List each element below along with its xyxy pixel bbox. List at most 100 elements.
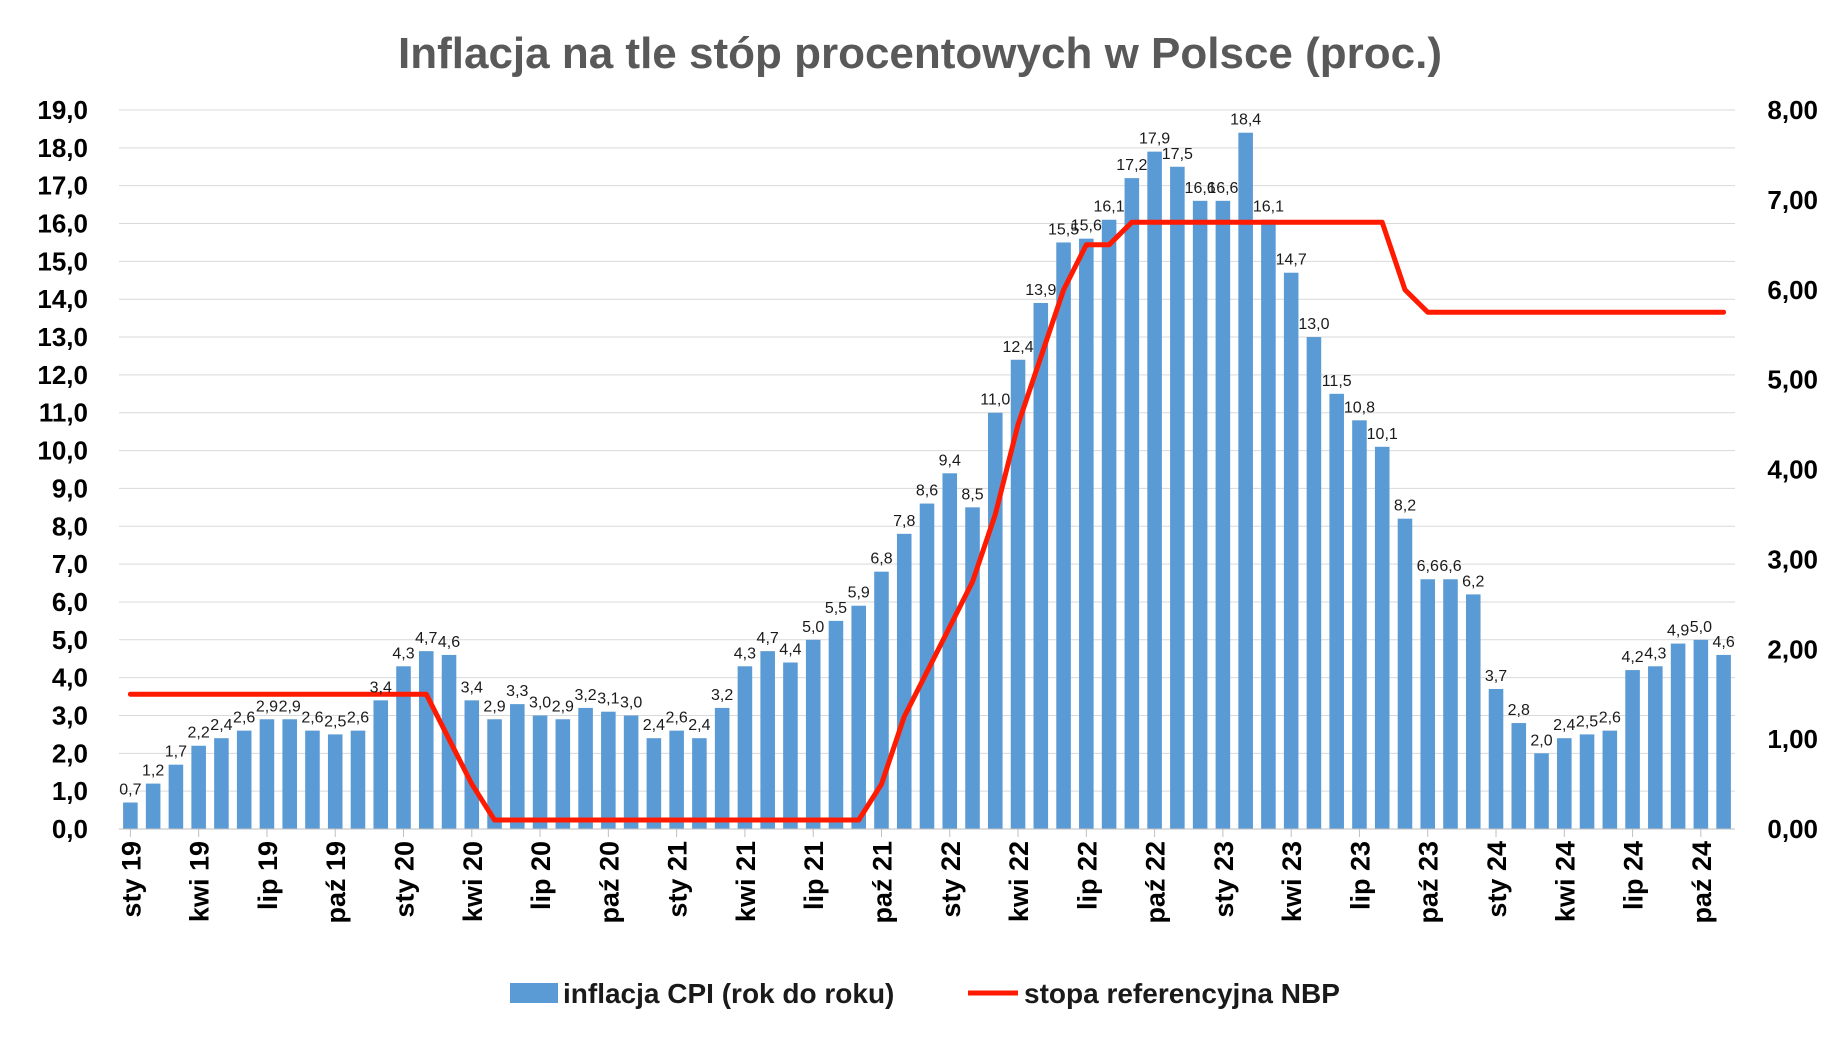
cpi-data-label: 2,6 xyxy=(301,710,323,727)
cpi-bar xyxy=(1374,446,1390,829)
cpi-data-label: 2,5 xyxy=(1576,713,1598,730)
y-right-tick-label: 5,00 xyxy=(1767,365,1818,395)
x-tick-label: sty 23 xyxy=(1209,841,1239,918)
cpi-bar xyxy=(760,651,775,829)
cpi-data-label: 2,6 xyxy=(233,710,255,727)
legend-label-rate: stopa referencyjna NBP xyxy=(1024,978,1340,1009)
x-tick-label: kwi 20 xyxy=(458,841,488,922)
y-right-tick-label: 4,00 xyxy=(1767,455,1818,485)
cpi-bar xyxy=(578,707,593,829)
cpi-data-label: 2,2 xyxy=(188,725,210,742)
cpi-data-label: 4,2 xyxy=(1621,649,1643,666)
x-tick-label: kwi 22 xyxy=(1004,841,1034,922)
cpi-bar xyxy=(305,730,320,829)
cpi-bar xyxy=(236,730,252,829)
cpi-data-label: 1,2 xyxy=(142,763,164,780)
cpi-data-label: 4,6 xyxy=(1712,634,1734,651)
cpi-data-label: 3,4 xyxy=(370,679,392,696)
y-right-tick-label: 0,00 xyxy=(1767,814,1818,844)
left-axis: 0,0 1,0 2,0 3,0 4,0 5,0 6,0 7,0 8,0 9,0 10,0 11,0 12… xyxy=(37,95,88,844)
x-tick-label: kwi 19 xyxy=(185,841,215,922)
y-left-tick-label: 15,0 xyxy=(37,246,88,276)
y-right-tick-label: 8,00 xyxy=(1767,95,1818,125)
y-right-tick-label: 3,00 xyxy=(1767,544,1818,574)
cpi-bar xyxy=(851,605,867,829)
y-left-tick-label: 2,0 xyxy=(52,738,88,768)
x-tick-label: sty 21 xyxy=(663,841,693,918)
cpi-data-label: 2,4 xyxy=(643,717,665,734)
cpi-data-label: 4,3 xyxy=(1644,645,1666,662)
y-left-tick-label: 13,0 xyxy=(37,322,88,352)
x-tick-label: paź 24 xyxy=(1687,841,1717,924)
cpi-data-label: 3,2 xyxy=(574,687,596,704)
cpi-data-label: 3,0 xyxy=(529,694,551,711)
cpi-bar xyxy=(646,738,662,829)
cpi-bar xyxy=(1352,420,1367,829)
y-left-tick-label: 1,0 xyxy=(52,776,88,806)
cpi-data-label: 2,6 xyxy=(1599,710,1621,727)
cpi-data-label: 2,9 xyxy=(256,698,278,715)
cpi-data-label: 17,5 xyxy=(1162,146,1193,163)
cpi-bar xyxy=(487,719,502,829)
y-left-tick-label: 19,0 xyxy=(37,95,88,125)
cpi-bar xyxy=(1557,738,1572,829)
y-left-tick-label: 9,0 xyxy=(52,473,88,503)
data-labels: 0,71,21,72,2 2,4 2,62,9 2,92,6 2,5 2,63,44,34… xyxy=(119,112,1735,799)
cpi-bar xyxy=(1397,518,1413,829)
cpi-data-label: 3,1 xyxy=(597,691,619,708)
chart-title: Inflacja na tle stóp procentowych w Pols… xyxy=(398,29,1442,78)
cpi-data-label: 15,5 xyxy=(1048,221,1079,238)
cpi-data-label: 0,7 xyxy=(119,782,141,799)
x-tick-label: lip 20 xyxy=(526,841,556,910)
cpi-data-label: 3,0 xyxy=(620,694,642,711)
cpi-data-label: 6,6 xyxy=(1439,558,1461,575)
cpi-data-label: 8,6 xyxy=(916,483,938,500)
cpi-data-label: 6,8 xyxy=(870,551,892,568)
cpi-data-label: 14,7 xyxy=(1276,252,1307,269)
cpi-bar xyxy=(145,783,161,829)
cpi-bar xyxy=(1079,238,1094,830)
cpi-bar xyxy=(1602,730,1618,829)
cpi-data-label: 4,4 xyxy=(779,641,801,658)
cpi-bar xyxy=(737,666,753,829)
cpi-bar xyxy=(1648,666,1663,829)
cpi-data-label: 6,6 xyxy=(1417,558,1439,575)
x-axis: sty 19 kwi 19 lip 19 paź 19 sty 20 kwi 20 lip … xyxy=(116,828,1735,924)
legend-swatch-cpi xyxy=(510,983,558,1003)
y-right-tick-label: 6,00 xyxy=(1767,275,1818,305)
cpi-bar xyxy=(1124,178,1140,829)
cpi-data-label: 5,0 xyxy=(1690,619,1712,636)
cpi-bar xyxy=(1465,594,1481,829)
x-tick-label: sty 19 xyxy=(116,841,146,918)
legend: inflacja CPI (rok do roku) stopa referen… xyxy=(510,978,1340,1009)
x-tick-label: lip 21 xyxy=(799,841,829,910)
cpi-data-label: 10,1 xyxy=(1367,426,1398,443)
cpi-bar xyxy=(1511,723,1527,829)
x-tick-label: lip 23 xyxy=(1345,841,1375,910)
cpi-bar xyxy=(1010,359,1026,829)
legend-label-cpi: inflacja CPI (rok do roku) xyxy=(563,978,894,1009)
cpi-data-label: 4,3 xyxy=(734,645,756,662)
cpi-data-label: 4,7 xyxy=(415,630,437,647)
gridlines xyxy=(119,109,1735,792)
x-tick-label: paź 19 xyxy=(321,841,351,924)
cpi-bar xyxy=(1443,579,1458,829)
y-left-tick-label: 6,0 xyxy=(52,587,88,617)
cpi-bar xyxy=(714,707,730,829)
cpi-data-label: 8,2 xyxy=(1394,498,1416,515)
x-tick-label: paź 23 xyxy=(1414,841,1444,924)
cpi-data-label: 16,6 xyxy=(1207,180,1238,197)
cpi-bar xyxy=(1329,393,1344,829)
cpi-bar xyxy=(1670,643,1686,829)
y-left-tick-label: 5,0 xyxy=(52,625,88,655)
x-tick-label: lip 24 xyxy=(1619,841,1649,910)
y-right-tick-label: 1,00 xyxy=(1767,724,1818,754)
x-tick-label: paź 20 xyxy=(594,841,624,924)
cpi-bar xyxy=(418,651,434,829)
cpi-bar xyxy=(282,719,297,829)
right-axis: 0,00 1,00 2,00 3,00 4,00 5,00 6,00 7,00 8,00 xyxy=(1767,95,1818,844)
cpi-data-label: 2,4 xyxy=(1553,717,1575,734)
cpi-bar xyxy=(669,730,684,829)
cpi-data-label: 16,6 xyxy=(1185,180,1216,197)
cpi-data-label: 6,2 xyxy=(1462,573,1484,590)
